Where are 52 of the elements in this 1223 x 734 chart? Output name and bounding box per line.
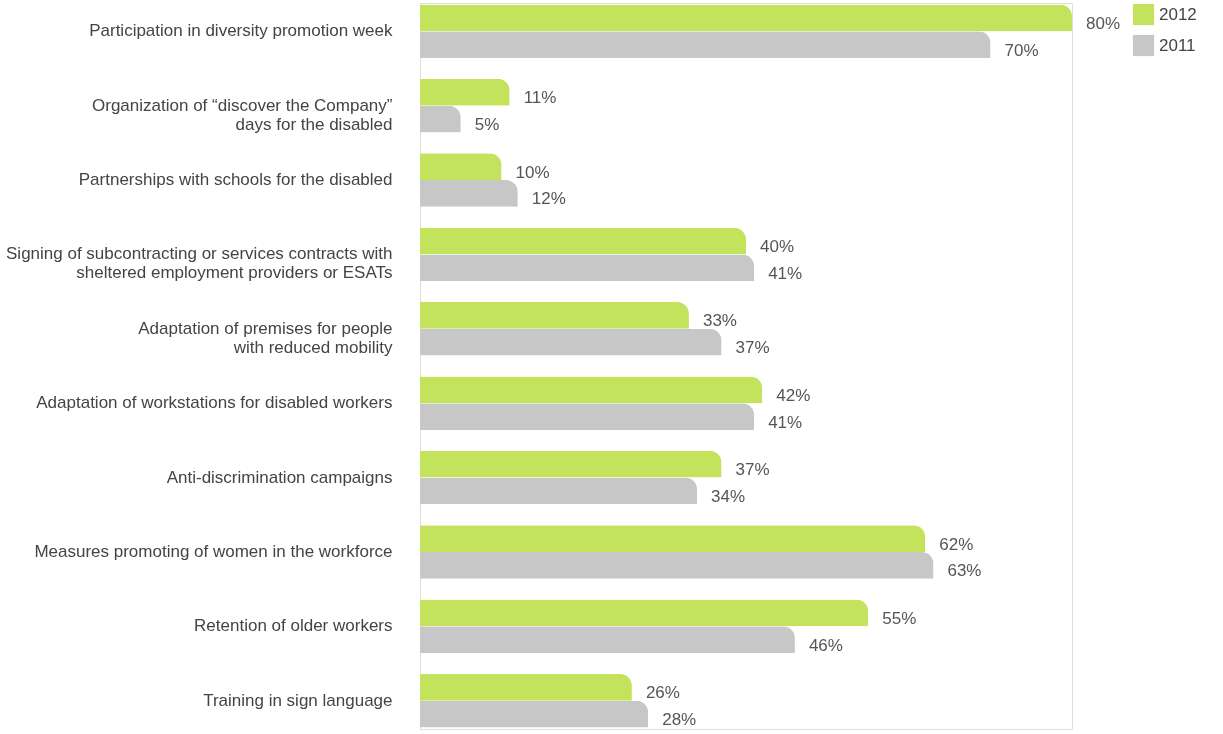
bar (420, 227, 746, 255)
bar (420, 376, 763, 404)
y-tick-label: Training in sign language (203, 690, 393, 710)
bar (420, 599, 869, 627)
y-tick-label: Signing of subcontracting or services contracts with sheltered employment providers or ESATs (6, 244, 393, 283)
data-label: 5% (474, 115, 500, 135)
data-label: 62% (939, 534, 974, 554)
y-tick-label: Organization of “discover the Company” days for the disabled (92, 95, 393, 134)
data-label: 37% (735, 460, 770, 480)
y-tick-label: Adaptation of workstations for disabled workers (36, 393, 393, 413)
data-label: 26% (645, 683, 680, 703)
data-label: 37% (735, 338, 770, 358)
bar (420, 525, 926, 552)
data-label: 40% (760, 237, 795, 257)
y-tick-label: Participation in diversity promotion week (89, 21, 393, 41)
bar (420, 31, 991, 59)
data-label: 42% (776, 385, 811, 405)
bar (420, 180, 518, 207)
data-label: 41% (768, 263, 803, 283)
y-tick-label: Partnerships with schools for the disabled (78, 170, 393, 190)
data-label: 10% (515, 162, 550, 182)
data-label: 46% (808, 635, 843, 655)
data-label: 11% (523, 88, 557, 108)
bar (420, 105, 461, 133)
y-tick-label: Anti-discrimination campaigns (166, 467, 393, 487)
y-tick-label: Retention of older workers (194, 616, 393, 636)
y-tick-label: Adaptation of premises for people with reduced mobility (138, 318, 393, 357)
bar (420, 403, 755, 430)
data-label: 33% (702, 311, 737, 331)
data-label: 55% (882, 608, 917, 628)
data-label: 63% (947, 561, 982, 581)
legend-label: 2011 (1159, 35, 1196, 55)
data-label: 80% (1086, 13, 1121, 33)
data-label: 41% (768, 412, 803, 432)
bar (420, 673, 632, 701)
data-label: 12% (531, 189, 566, 209)
y-tick-label: Measures promoting of women in the workforce (34, 541, 393, 561)
bar (420, 551, 934, 579)
bar (420, 626, 795, 654)
data-label: 70% (1004, 40, 1039, 60)
bar (420, 4, 1072, 32)
data-label: 28% (662, 710, 697, 730)
bar (420, 153, 502, 181)
legend-label: 2012 (1159, 4, 1197, 24)
bar (420, 254, 755, 282)
bar (420, 302, 689, 329)
data-label: 34% (711, 486, 746, 506)
bar (420, 477, 698, 505)
bar (420, 78, 510, 106)
bar (420, 450, 722, 478)
bar (420, 700, 649, 728)
bar (420, 328, 722, 356)
